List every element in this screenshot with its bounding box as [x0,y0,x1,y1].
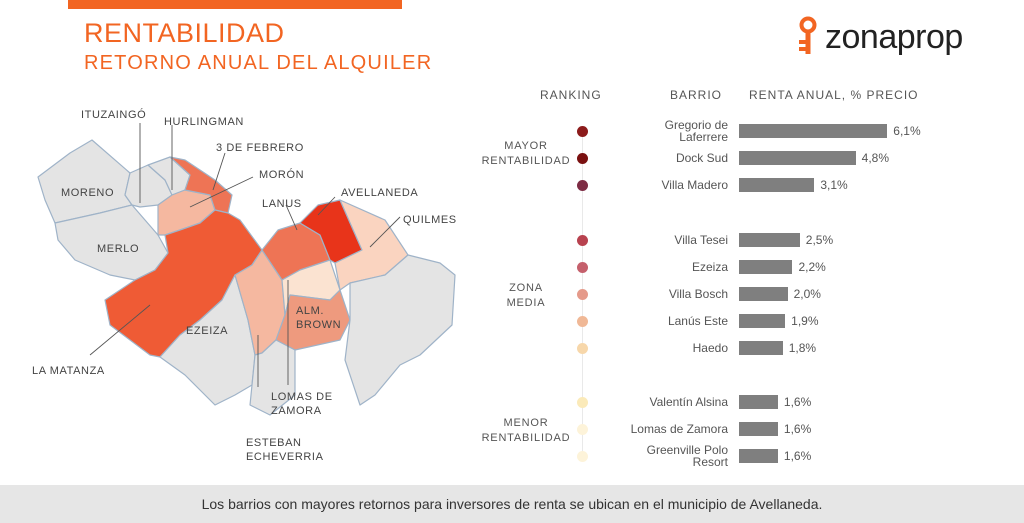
region-map [37,123,456,416]
ranking-dot [577,180,588,191]
map-label-3-de-febrero: 3 DE FEBRERO [216,142,304,154]
map-region-east [344,254,456,406]
map-label-esteban-line2: ECHEVERRIA [246,451,324,463]
barrio-label-line: Gregorio de [664,118,728,132]
map-region-alm-brown [275,289,351,351]
top-accent-bar [68,0,402,9]
ranking-value-label: 3,1% [820,178,848,192]
ranking-bar [739,395,778,409]
footer-bar [0,485,1024,523]
barrio-label-line: Laferrere [679,130,728,144]
map-label-alm-brown-line2: BROWN [296,319,342,331]
zonaprop-logo: zonaprop [795,14,995,60]
barrio-label: Valentín Alsina [548,395,729,409]
ranking-bar [739,422,778,436]
page-subtitle: RETORNO ANUAL DEL ALQUILER [84,52,433,74]
ranking-dot [577,289,588,300]
map-label-moron: MORÓN [259,169,305,181]
ranking-value-label: 1,6% [783,449,812,463]
group-label-media-line2: MEDIA [506,297,546,309]
group-label-menor: MENOR RENTABILIDAD [474,416,578,446]
barrio-label-line: Lanús Este [667,314,728,328]
barrio-label-line: Villa Tesei [674,233,728,247]
barrio-label: Ezeiza [548,261,728,273]
barrio-label-line: Ezeiza [691,260,728,274]
ranking-bar [739,233,800,247]
barrio-label: Villa Tesei [548,234,728,246]
ranking-bar [739,260,793,274]
ranking-value-label: 2,0% [793,287,821,301]
group-label-mayor-line1: MAYOR [504,140,548,152]
group-label-mayor: MAYOR RENTABILIDAD [474,139,578,169]
barrio-label: Dock Sud [548,152,728,164]
ranking-bar [739,151,856,165]
map-label-ituzaingo: ITUZAINGÓ [81,109,147,121]
ranking-bar [739,287,788,301]
map-label-quilmes: QUILMES [403,214,457,226]
barrio-label: Lanús Este [548,315,728,327]
ranking-dot [577,235,588,246]
barrio-label: Haedo [548,342,728,354]
ranking-bar [739,178,815,192]
ranking-bar [739,314,786,328]
barrio-label-line: Resort [692,455,728,469]
ranking-value-label: 1,6% [783,422,812,436]
key-icon [799,16,817,54]
barrio-label-line: Villa Madero [661,178,728,192]
ranking-bar [739,341,783,355]
ranking-value-label: 2,2% [798,260,826,274]
ranking-dot [577,424,588,435]
group-label-menor-line2: RENTABILIDAD [481,432,571,444]
footer-text: Los barrios con mayores retornos para in… [201,496,823,512]
barrio-label-line: Dock Sud [675,151,728,165]
map-label-la-matanza: LA MATANZA [32,365,105,377]
header-ranking: RANKING [540,88,602,102]
group-label-media-line1: ZONA [509,282,543,294]
page-title: RENTABILIDAD [84,18,285,48]
ranking-value-label: 1,6% [783,395,812,409]
ranking-value-label: 6,1% [893,124,921,138]
map-region-south [249,339,296,416]
map-label-moreno: MORENO [61,187,115,199]
ranking-dot [577,126,588,137]
map-label-avellaneda: AVELLANEDA [341,187,419,199]
barrio-label-line: Lomas de Zamora [630,422,728,436]
group-label-media: ZONA MEDIA [474,281,578,311]
map-label-ezeiza: EZEIZA [186,325,229,337]
group-label-menor-line1: MENOR [503,417,549,429]
map-label-alm-brown-line1: ALM. [296,305,325,317]
barrio-label-line: Valentín Alsina [649,395,729,409]
ranking-dot [577,397,588,408]
barrio-label: Villa Madero [548,179,728,191]
map-label-hurlingman: HURLINGMAN [164,116,244,128]
ranking-dot [577,343,588,354]
map-label-esteban-line1: ESTEBAN [246,437,302,449]
barrio-label: Gregorio de Laferrere [548,119,728,143]
brand-name: zonaprop [825,18,963,56]
barrio-label-line: Haedo [692,341,728,355]
map-label-lomas-line1: LOMAS DE [271,391,333,403]
header-renta: RENTA ANUAL, % PRECIO [749,88,919,102]
ranking-value-label: 1,8% [788,341,817,355]
map-label-lomas-line2: ZAMORA [271,405,322,417]
barrio-label: Greenville Polo Resort [548,444,728,468]
barrio-label: Villa Bosch [548,288,728,300]
ranking-dot [577,153,588,164]
map-label-merlo: MERLO [97,243,140,255]
barrio-label: Lomas de Zamora [548,423,728,435]
barrio-label-line: Greenville Polo [646,443,728,457]
ranking-dot [577,262,588,273]
ranking-bar [739,449,778,463]
ranking-value-label: 1,9% [791,314,819,328]
barrio-label-line: Villa Bosch [668,287,728,301]
map-label-lanus: LANUS [262,198,302,210]
ranking-bar [739,124,888,138]
header-barrio: BARRIO [670,88,723,102]
ranking-value-label: 4,8% [861,151,890,165]
ranking-value-label: 2,5% [805,233,834,247]
group-label-mayor-line2: RENTABILIDAD [481,155,571,167]
ranking-dot [577,451,588,462]
ranking-dot [577,316,588,327]
